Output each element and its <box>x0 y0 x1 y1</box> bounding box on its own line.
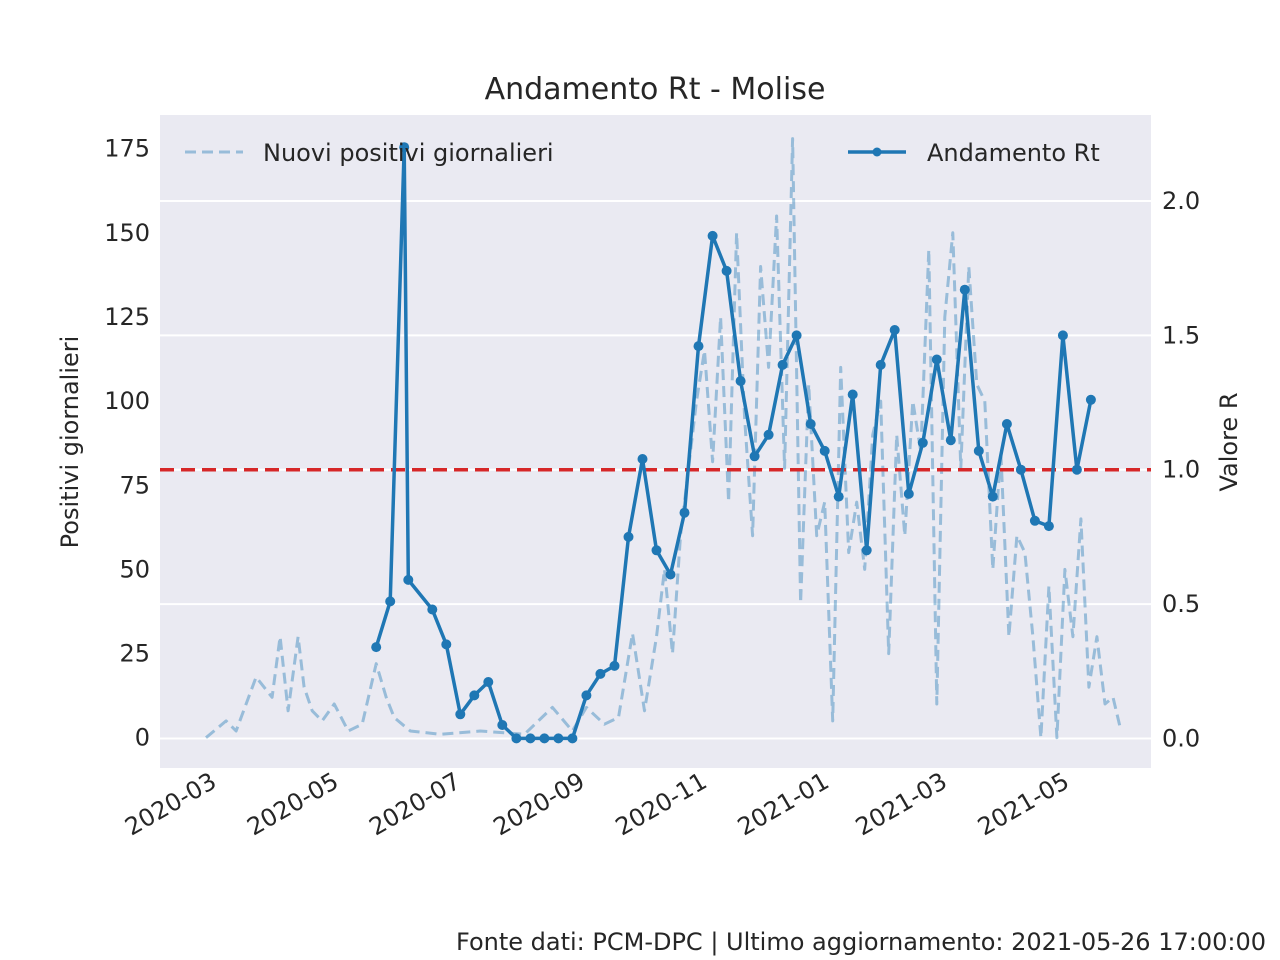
legend-positivi: Nuovi positivi giornalieri <box>185 139 554 167</box>
rt-point <box>917 437 928 448</box>
rt-point <box>1085 394 1096 405</box>
rt-point <box>889 325 900 335</box>
rt-point <box>777 359 788 370</box>
rt-point <box>637 454 648 464</box>
rt-point <box>959 284 970 295</box>
rt-point <box>403 574 414 585</box>
rt-point <box>861 545 872 556</box>
rt-point <box>693 341 704 352</box>
rt-point <box>399 142 410 153</box>
x-tick-1: 2020-05 <box>242 767 343 841</box>
positivi-series <box>205 137 1123 740</box>
rt-point <box>651 545 662 556</box>
left-y-tick-0: 0 <box>135 724 150 752</box>
left-y-tick-3: 75 <box>119 471 150 499</box>
x-tick-0: 2020-03 <box>120 767 221 841</box>
legend-rt-label: Andamento Rt <box>927 139 1100 167</box>
rt-point <box>973 445 984 456</box>
rt-point <box>1015 464 1026 475</box>
plot-background <box>160 115 1151 768</box>
rt-point <box>1057 330 1068 341</box>
left-y-tick-6: 150 <box>104 219 150 247</box>
rt-point <box>1043 521 1054 532</box>
rt-point <box>525 733 536 744</box>
left-y-axis-label: Positivi giornalieri <box>56 336 84 549</box>
left-y-tick-4: 100 <box>104 387 150 415</box>
x-tick-5: 2021-01 <box>733 767 834 841</box>
rt-point <box>931 354 942 365</box>
x-tick-7: 2021-05 <box>973 767 1074 841</box>
rt-point <box>805 419 816 429</box>
rt-point <box>763 429 774 440</box>
rt-point <box>483 677 494 687</box>
rt-point <box>539 733 550 744</box>
right-y-tick-4: 2.0 <box>1162 187 1200 215</box>
rt-point <box>595 668 606 679</box>
rt-point <box>819 445 830 456</box>
rt-point <box>609 660 620 671</box>
left-y-tick-5: 125 <box>104 303 150 331</box>
right-y-axis-label: Valore R <box>1215 392 1243 491</box>
rt-point <box>833 491 844 502</box>
positivi-line <box>205 137 1123 740</box>
left-y-tick-1: 25 <box>119 640 150 668</box>
rt-point <box>735 376 746 386</box>
rt-point <box>1001 419 1012 429</box>
right-y-tick-1: 0.5 <box>1162 590 1200 618</box>
rt-line <box>374 145 1093 741</box>
rt-point <box>749 451 760 462</box>
rt-point <box>511 733 522 744</box>
rt-point <box>455 709 466 720</box>
right-y-tick-0: 0.0 <box>1162 724 1200 752</box>
right-y-tick-3: 1.5 <box>1162 321 1200 349</box>
rt-point <box>497 720 508 730</box>
left-y-tick-7: 175 <box>104 135 150 163</box>
footer-source: Fonte dati: PCM-DPC | Ultimo aggiornamen… <box>456 928 1266 956</box>
legend-positivi-label: Nuovi positivi giornalieri <box>263 139 554 167</box>
left-y-tick-2: 50 <box>119 555 150 583</box>
rt-point <box>1071 464 1082 475</box>
rt-series <box>371 142 1096 744</box>
rt-point <box>721 265 732 276</box>
x-tick-4: 2020-11 <box>611 767 712 841</box>
rt-point <box>679 507 690 518</box>
rt-point <box>945 435 956 446</box>
rt-point <box>623 531 634 542</box>
rt-point <box>469 690 480 701</box>
rt-point <box>553 733 564 744</box>
x-tick-2: 2020-07 <box>364 767 465 841</box>
rt-point <box>847 389 858 400</box>
rt-point <box>1029 515 1040 526</box>
rt-point <box>581 690 592 701</box>
rt-point <box>385 596 396 607</box>
rt-point <box>665 569 676 580</box>
x-ticks: 2020-03 2020-05 2020-07 2020-09 2020-11 2021-… <box>120 767 1074 841</box>
rt-point <box>875 359 886 370</box>
rt-point <box>903 488 914 499</box>
legend-rt-marker <box>872 147 882 157</box>
legend-rt: Andamento Rt <box>848 139 1100 167</box>
rt-point <box>441 639 452 650</box>
rt-point <box>707 230 718 241</box>
right-y-tick-2: 1.0 <box>1162 456 1200 484</box>
chart-title: Andamento Rt - Molise <box>485 72 826 107</box>
x-tick-6: 2021-03 <box>851 767 952 841</box>
right-y-ticks: 0.0 0.5 1.0 1.5 2.0 <box>1162 187 1200 752</box>
rt-point <box>427 604 438 615</box>
rt-point <box>371 642 382 653</box>
x-tick-3: 2020-09 <box>489 767 590 841</box>
left-y-ticks: 0 25 50 75 100 125 150 175 <box>104 135 150 752</box>
rt-point <box>791 330 802 341</box>
rt-point <box>987 491 998 502</box>
rt-point <box>567 733 578 744</box>
